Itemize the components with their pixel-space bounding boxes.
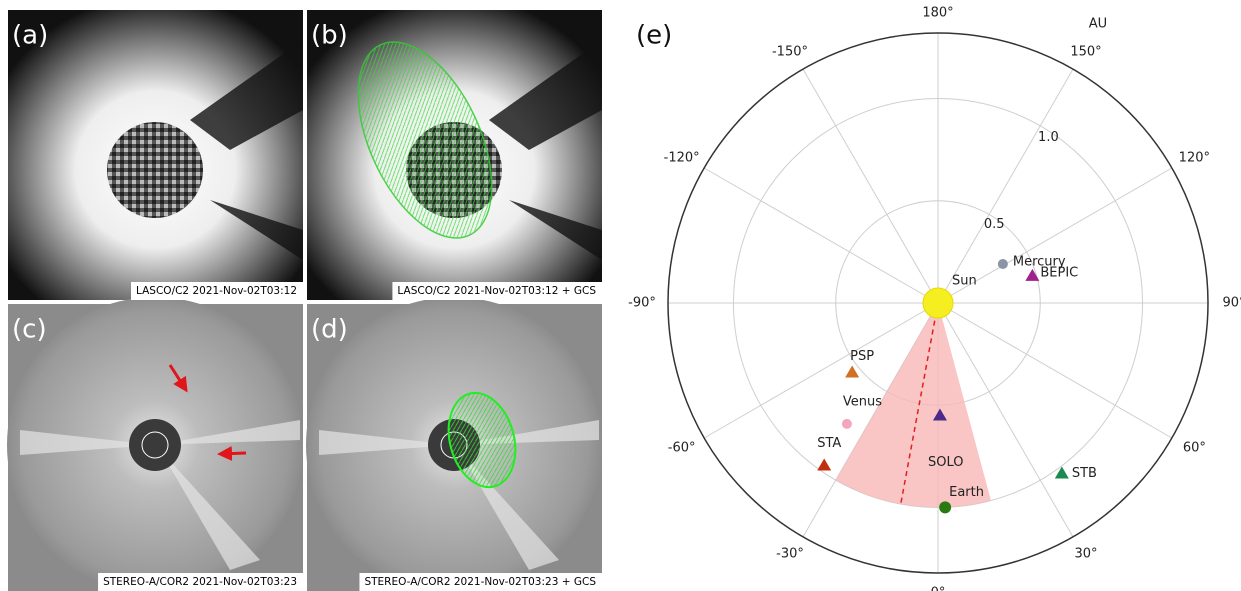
marker	[1055, 466, 1069, 478]
panel-label: (d)	[311, 315, 348, 345]
panel-label: (a)	[12, 21, 48, 51]
image-panel	[307, 10, 602, 300]
theta-tick-label: 30°	[1074, 547, 1097, 562]
point-label: SOLO	[928, 455, 964, 470]
marker	[842, 419, 852, 429]
r-tick-label: 0.5	[984, 217, 1005, 232]
r-axis-label: AU	[1089, 17, 1107, 32]
spoke	[704, 168, 938, 303]
theta-tick-label: -60°	[668, 441, 696, 456]
image-panel	[306, 297, 602, 591]
point-label: STA	[817, 436, 841, 451]
panel-caption: LASCO/C2 2021-Nov-02T03:12 + GCS	[397, 285, 596, 297]
point-label: STB	[1072, 466, 1097, 481]
panel-caption: STEREO-A/COR2 2021-Nov-02T03:23 + GCS	[364, 576, 596, 588]
panel-caption: LASCO/C2 2021-Nov-02T03:12	[136, 285, 297, 297]
marker	[1025, 269, 1039, 281]
image-panel	[7, 297, 303, 591]
theta-tick-label: -120°	[664, 151, 700, 166]
figure: (a) LASCO/C2 2021-Nov-02T03:12 (b) LASCO/C2…	[0, 0, 1241, 591]
point-label: PSP	[850, 349, 874, 364]
theta-tick-label: -90°	[628, 296, 656, 311]
panel-label: (b)	[311, 21, 348, 51]
marker	[998, 259, 1008, 269]
spoke	[938, 303, 1172, 438]
theta-tick-label: 90°	[1222, 296, 1241, 311]
theta-tick-label: -150°	[772, 44, 808, 59]
marker	[939, 501, 951, 513]
panel-caption: STEREO-A/COR2 2021-Nov-02T03:23	[103, 576, 297, 588]
point-label: Sun	[952, 274, 977, 289]
theta-tick-label: 0°	[931, 586, 946, 591]
theta-tick-label: 150°	[1070, 44, 1101, 59]
polar-plot: (e) AU 0° 30° 60° 90° 120° 150° 180° -150° -120° -9…	[628, 6, 1241, 591]
image-panel	[8, 10, 303, 300]
theta-tick-label: -30°	[776, 547, 804, 562]
marker	[845, 366, 859, 378]
point-label: Earth	[949, 485, 984, 500]
point-label: BEPIC	[1040, 265, 1078, 280]
point-label: Venus	[843, 394, 882, 409]
marker	[923, 288, 953, 318]
marker	[817, 459, 831, 471]
panel-label: (e)	[636, 21, 672, 51]
theta-tick-label: 180°	[922, 6, 953, 21]
theta-tick-label: 120°	[1179, 151, 1210, 166]
theta-tick-label: 60°	[1183, 441, 1206, 456]
spoke	[803, 69, 938, 303]
panel-label: (c)	[12, 315, 47, 345]
r-tick-label: 1.0	[1038, 130, 1059, 145]
